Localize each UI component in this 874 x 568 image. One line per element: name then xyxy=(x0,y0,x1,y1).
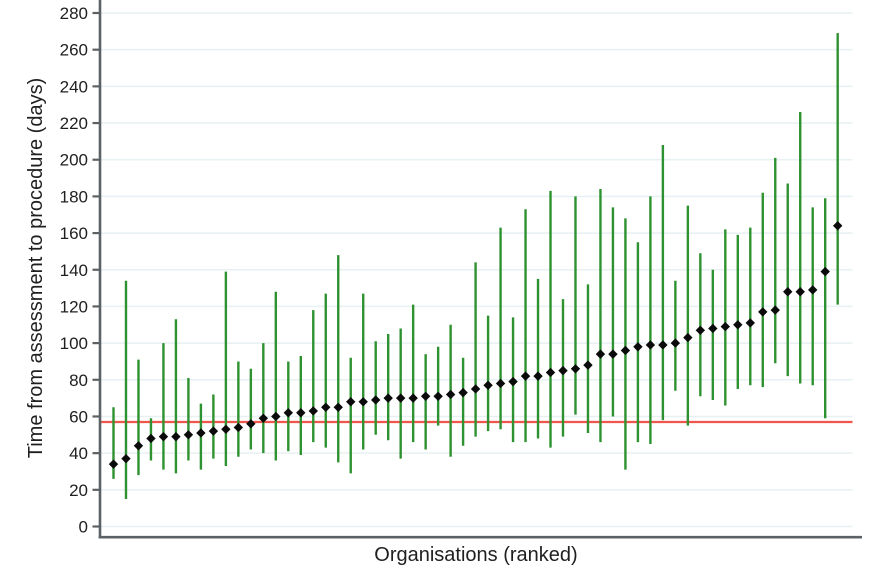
point-markers xyxy=(108,221,843,469)
y-tick-label: 200 xyxy=(60,151,88,170)
mean-diamond-marker xyxy=(283,408,294,418)
mean-diamond-marker xyxy=(258,413,269,423)
y-tick-label: 260 xyxy=(60,41,88,60)
mean-diamond-marker xyxy=(645,340,656,350)
mean-diamond-marker xyxy=(358,397,368,407)
y-tick-label: 140 xyxy=(60,261,88,280)
y-tick-label: 40 xyxy=(69,444,88,463)
mean-diamond-marker xyxy=(820,266,830,277)
mean-diamond-marker xyxy=(770,305,780,315)
mean-diamond-marker xyxy=(520,371,531,381)
mean-diamond-marker xyxy=(221,424,231,435)
mean-diamond-marker xyxy=(795,287,805,297)
mean-diamond-marker xyxy=(545,367,556,378)
mean-diamond-marker xyxy=(321,402,331,412)
x-axis-title: Organisations (ranked) xyxy=(374,544,577,566)
mean-diamond-marker xyxy=(233,422,244,433)
mean-diamond-marker xyxy=(433,391,443,401)
y-tick-label: 240 xyxy=(60,77,88,96)
mean-diamond-marker xyxy=(333,402,343,412)
y-tick-label: 220 xyxy=(60,114,88,133)
mean-diamond-marker xyxy=(720,321,731,332)
mean-diamond-marker xyxy=(445,389,456,400)
mean-diamond-marker xyxy=(196,428,206,438)
mean-diamond-marker xyxy=(508,376,518,387)
mean-diamond-marker xyxy=(483,380,493,390)
mean-diamond-marker xyxy=(783,287,793,297)
mean-diamond-marker xyxy=(108,459,119,469)
mean-diamond-marker xyxy=(733,320,743,330)
mean-diamond-marker xyxy=(470,384,481,394)
mean-diamond-marker xyxy=(832,221,843,231)
mean-diamond-marker xyxy=(583,360,593,370)
mean-diamond-marker xyxy=(395,393,406,403)
mean-diamond-marker xyxy=(371,395,381,405)
mean-diamond-marker xyxy=(183,430,194,440)
mean-diamond-marker xyxy=(670,338,681,348)
y-axis-title: Time from assessment to procedure (days) xyxy=(25,78,47,459)
mean-diamond-marker xyxy=(683,332,693,343)
mean-diamond-marker xyxy=(695,325,706,335)
y-tick-label: 0 xyxy=(79,518,88,537)
ci-bars xyxy=(112,33,839,499)
mean-diamond-marker xyxy=(708,323,718,334)
y-axis-tick-labels: 0 20 40 60 80 100 120 140 160 180 200 220 240 260 280 xyxy=(60,4,88,536)
mean-diamond-marker xyxy=(346,397,356,407)
y-axis-ticks xyxy=(92,11,100,528)
y-tick-label: 180 xyxy=(60,187,88,206)
y-tick-label: 100 xyxy=(60,334,88,353)
mean-diamond-marker xyxy=(246,419,256,429)
mean-diamond-marker xyxy=(133,441,144,451)
mean-diamond-marker xyxy=(383,393,393,403)
mean-diamond-marker xyxy=(808,285,818,295)
mean-diamond-marker xyxy=(745,318,755,328)
mean-diamond-marker xyxy=(420,391,431,401)
mean-diamond-marker xyxy=(408,393,418,403)
mean-diamond-marker xyxy=(608,349,618,359)
mean-diamond-marker xyxy=(308,406,318,416)
mean-diamond-marker xyxy=(658,340,668,350)
mean-diamond-marker xyxy=(458,387,468,398)
y-tick-label: 280 xyxy=(60,4,88,23)
mean-diamond-marker xyxy=(633,342,643,352)
mean-diamond-marker xyxy=(158,431,169,442)
mean-diamond-marker xyxy=(208,426,219,436)
mean-diamond-marker xyxy=(758,307,768,317)
mean-diamond-marker xyxy=(271,411,281,422)
mean-diamond-marker xyxy=(620,345,631,356)
y-tick-label: 120 xyxy=(60,297,88,316)
y-tick-label: 20 xyxy=(69,481,88,500)
mean-diamond-marker xyxy=(595,349,606,359)
mean-diamond-marker xyxy=(121,453,131,464)
mean-diamond-marker xyxy=(533,371,543,381)
y-tick-label: 160 xyxy=(60,224,88,243)
mean-diamond-marker xyxy=(570,364,581,374)
y-tick-label: 80 xyxy=(69,371,88,390)
y-tick-label: 60 xyxy=(69,407,88,426)
mean-diamond-marker xyxy=(296,408,306,418)
mean-diamond-marker xyxy=(558,365,568,376)
mean-diamond-marker xyxy=(146,433,156,444)
mean-diamond-marker xyxy=(495,378,506,389)
mean-diamond-marker xyxy=(171,431,181,442)
